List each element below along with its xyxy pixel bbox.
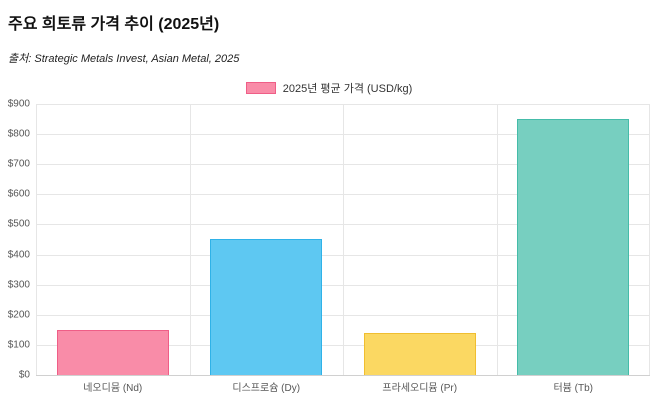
x-tick-label: 디스프로슘 (Dy) — [232, 383, 301, 394]
gridline-vertical — [36, 104, 37, 375]
bar-4 — [517, 119, 630, 375]
x-tick-label: 터븀 (Tb) — [553, 383, 593, 394]
legend-label: 2025년 평균 가격 (USD/kg) — [282, 83, 413, 95]
y-tick-label: $300 — [7, 279, 30, 291]
x-tick-label: 프라세오디뮴 (Pr) — [382, 383, 458, 394]
gridline-vertical — [189, 104, 191, 375]
y-tick-label: $600 — [7, 188, 30, 200]
x-tick-label: 네오디뮴 (Nd) — [83, 383, 143, 394]
y-tick-label: $900 — [7, 98, 30, 110]
y-tick-label: $0 — [18, 369, 30, 381]
bar-3 — [363, 332, 476, 375]
y-tick-label: $700 — [7, 158, 30, 170]
gridline-vertical — [649, 104, 650, 375]
bar-2 — [210, 238, 323, 375]
gridline-horizontal — [36, 375, 650, 376]
page-title: 주요 희토류 가격 추이 (2025년) — [8, 16, 220, 33]
source-note: 출처: Strategic Metals Invest, Asian Metal… — [8, 53, 240, 65]
gridline-vertical — [496, 104, 498, 375]
y-tick-label: $200 — [7, 309, 30, 321]
legend-swatch — [245, 82, 276, 94]
x-axis: 네오디뮴 (Nd) 디스프로슘 (Dy) 프라세오디뮴 (Pr) 터븀 (Tb) — [36, 379, 650, 395]
y-tick-label: $400 — [7, 249, 30, 261]
y-axis: $0 $100 $200 $300 $400 $500 $600 $700 $800 $900 — [0, 99, 32, 381]
y-tick-label: $800 — [7, 128, 30, 140]
chart-legend[interactable]: 2025년 평균 가격 (USD/kg) — [0, 80, 658, 96]
y-tick-label: $100 — [7, 339, 30, 351]
bar-1 — [56, 330, 169, 375]
y-tick-label: $500 — [7, 218, 30, 230]
plot-area — [36, 104, 650, 376]
gridline-vertical — [343, 104, 344, 375]
